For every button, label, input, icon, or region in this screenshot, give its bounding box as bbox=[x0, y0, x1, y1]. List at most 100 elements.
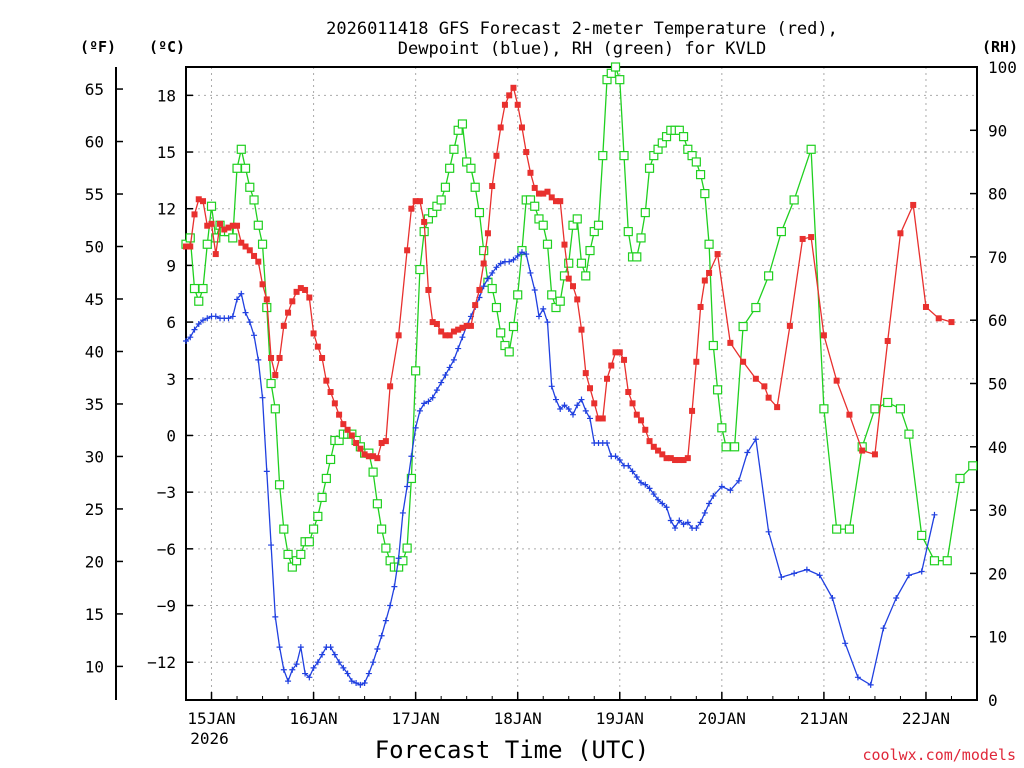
dewpoint-point bbox=[548, 383, 555, 390]
dewpoint-point bbox=[204, 315, 211, 322]
rh-point bbox=[704, 239, 714, 249]
dewpoint-point bbox=[655, 496, 662, 503]
dewpoint-point bbox=[433, 387, 440, 394]
temperature-point bbox=[225, 224, 232, 231]
fahrenheit-tick-label: 40 bbox=[85, 342, 104, 361]
temperature-point bbox=[395, 332, 402, 339]
temperature-point bbox=[531, 184, 538, 191]
temperature-point bbox=[404, 247, 411, 254]
temperature-point bbox=[246, 247, 253, 254]
temperature-point bbox=[382, 438, 389, 445]
temperature-point bbox=[833, 377, 840, 384]
dewpoint-point bbox=[854, 674, 861, 681]
credit-text: coolwx.com/models bbox=[862, 746, 1016, 764]
rh-point bbox=[274, 480, 285, 490]
rh-point bbox=[542, 239, 553, 249]
temperature-point bbox=[616, 349, 623, 356]
dewpoint-point bbox=[931, 511, 938, 518]
rh-point bbox=[189, 283, 200, 294]
rh-point bbox=[738, 321, 748, 332]
temperature-point bbox=[599, 415, 606, 422]
temperature-point bbox=[510, 84, 517, 91]
temperature-series bbox=[183, 84, 955, 464]
temperature-point bbox=[897, 230, 904, 237]
temperature-point bbox=[480, 260, 487, 267]
dewpoint-point bbox=[195, 320, 202, 327]
dewpoint-point bbox=[310, 664, 317, 671]
temperature-point bbox=[323, 377, 330, 384]
dewpoint-point bbox=[387, 602, 394, 609]
temperature-point bbox=[302, 286, 309, 293]
dewpoint-point bbox=[667, 517, 674, 524]
dewpoint-point bbox=[663, 504, 670, 511]
temperature-point bbox=[884, 337, 891, 344]
temperature-point bbox=[689, 407, 696, 414]
dewpoint-point bbox=[327, 644, 334, 651]
temperature-point bbox=[340, 421, 347, 428]
rh-point bbox=[968, 461, 978, 471]
rh-point bbox=[504, 347, 514, 357]
rh-point bbox=[325, 454, 336, 465]
dewpoint-point bbox=[276, 644, 283, 651]
dewpoint-point bbox=[778, 574, 785, 581]
time-tick-label: 21JAN bbox=[800, 709, 848, 728]
temperature-point bbox=[578, 326, 585, 333]
celsius-axis: 18 15 12 9 6 3 0 −3 −6 −9 −12 bbox=[147, 86, 193, 672]
temperature-point bbox=[680, 457, 687, 464]
temperature-point bbox=[268, 354, 275, 361]
temperature-point bbox=[251, 252, 258, 259]
dewpoint-point bbox=[425, 398, 432, 405]
dewpoint-point bbox=[574, 402, 581, 409]
rh-point bbox=[245, 182, 255, 192]
temperature-point bbox=[629, 400, 636, 407]
rh-unit-label: (RH) bbox=[982, 38, 1018, 56]
rh-point bbox=[904, 429, 914, 439]
dewpoint-point bbox=[374, 645, 381, 652]
rh-point bbox=[279, 524, 289, 534]
dewpoint-point bbox=[183, 337, 189, 344]
rh-point bbox=[691, 157, 701, 167]
dewpoint-point bbox=[336, 659, 343, 666]
rh-point bbox=[870, 404, 880, 414]
fahrenheit-tick-label: 50 bbox=[85, 238, 104, 257]
celsius-tick-label: −9 bbox=[157, 597, 176, 616]
dewpoint-point bbox=[612, 453, 619, 460]
temperature-point bbox=[497, 124, 504, 131]
temperature-point bbox=[263, 296, 270, 303]
rh-point bbox=[751, 302, 761, 313]
rh-point bbox=[466, 163, 476, 173]
dewpoint-point bbox=[569, 411, 576, 418]
rh-tick-label: 30 bbox=[988, 501, 1007, 520]
dewpoint-point bbox=[382, 617, 389, 624]
dewpoint-point bbox=[701, 509, 708, 516]
temperature-point bbox=[297, 285, 304, 292]
dewpoint-point bbox=[293, 661, 300, 668]
rh-point bbox=[228, 233, 238, 243]
temperature-point bbox=[922, 303, 929, 310]
temperature-point bbox=[344, 426, 351, 433]
rh-point bbox=[236, 144, 246, 154]
rh-point bbox=[695, 170, 706, 180]
rh-point bbox=[883, 397, 893, 408]
dewpoint-point bbox=[650, 491, 657, 498]
rh-point bbox=[615, 75, 625, 85]
temperature-point bbox=[706, 269, 713, 276]
temperature-point bbox=[646, 438, 653, 445]
celsius-tick-label: 9 bbox=[166, 256, 176, 275]
rh-point bbox=[368, 467, 378, 477]
temperature-point bbox=[191, 211, 198, 218]
fahrenheit-tick-label: 55 bbox=[85, 185, 104, 204]
temperature-point bbox=[608, 362, 615, 369]
temperature-point bbox=[280, 322, 287, 329]
celsius-tick-label: 12 bbox=[157, 200, 176, 219]
rh-point bbox=[581, 271, 591, 281]
temperature-point bbox=[650, 443, 657, 450]
rh-point bbox=[257, 239, 268, 249]
temperature-point bbox=[272, 371, 279, 378]
temperature-point bbox=[561, 241, 568, 248]
temperature-point bbox=[484, 230, 491, 237]
temperature-point bbox=[693, 358, 700, 365]
rh-point bbox=[440, 182, 451, 192]
rh-point bbox=[700, 189, 710, 199]
temperature-point bbox=[569, 283, 576, 290]
